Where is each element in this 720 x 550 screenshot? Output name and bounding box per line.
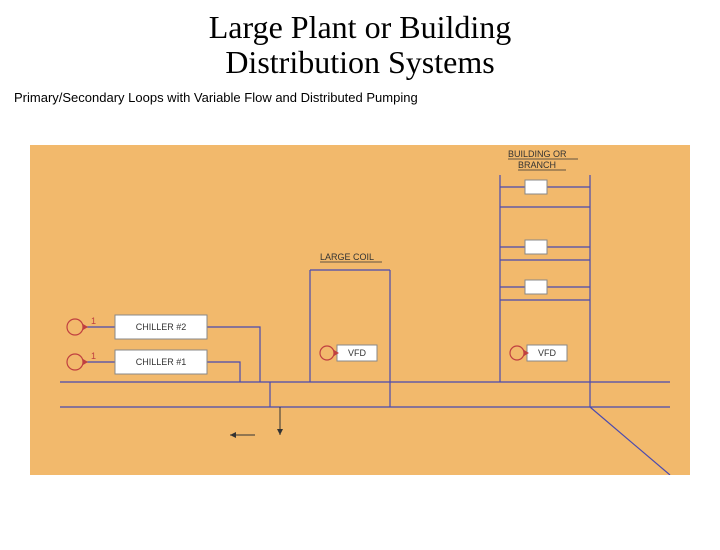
building-label-2: BRANCH bbox=[518, 160, 556, 170]
pump-vfd-1 bbox=[320, 346, 334, 360]
vfd-2-box-label: VFD bbox=[538, 348, 557, 358]
chiller-2-box-label: CHILLER #2 bbox=[136, 322, 187, 332]
pump-chiller-1-label: 1 bbox=[91, 351, 96, 361]
title-line-2: Distribution Systems bbox=[225, 44, 494, 80]
pump-chiller-1 bbox=[67, 354, 83, 370]
vfd-1-box-label: VFD bbox=[348, 348, 367, 358]
building-label-1: BUILDING OR bbox=[508, 149, 567, 159]
schematic-diagram: CHILLER #2 CHILLER #1 VFD VFD LARGE COIL BUIL… bbox=[30, 145, 690, 475]
subtitle: Primary/Secondary Loops with Variable Fl… bbox=[14, 90, 720, 105]
small-box-3 bbox=[525, 280, 547, 294]
pump-chiller-2-label: 1 bbox=[91, 316, 96, 326]
small-box-1 bbox=[525, 180, 547, 194]
diagram-svg: CHILLER #2 CHILLER #1 VFD VFD LARGE COIL BUIL… bbox=[30, 145, 690, 475]
small-box-2 bbox=[525, 240, 547, 254]
diagram-background bbox=[30, 145, 690, 475]
title-line-1: Large Plant or Building bbox=[209, 9, 511, 45]
pump-vfd-2 bbox=[510, 346, 524, 360]
page-title: Large Plant or Building Distribution Sys… bbox=[0, 10, 720, 80]
large-coil-label: LARGE COIL bbox=[320, 252, 374, 262]
pump-chiller-2 bbox=[67, 319, 83, 335]
chiller-1-box-label: CHILLER #1 bbox=[136, 357, 187, 367]
